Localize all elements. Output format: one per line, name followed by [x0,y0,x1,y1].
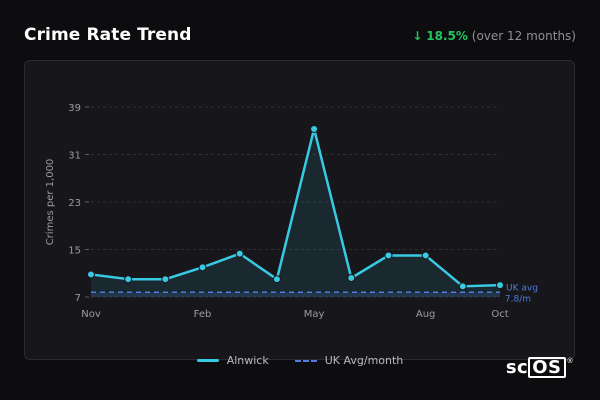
data-point-alnwick [310,124,319,133]
y-tick-label: 39 [68,103,81,114]
data-point-alnwick [458,282,467,291]
series-area-alnwick [91,128,500,297]
chart-panel [24,60,575,360]
data-point-alnwick [235,249,244,258]
scos-logo: sc OS ® [505,357,574,378]
y-tick-label: 7 [75,293,81,304]
legend-label-alnwick: Alnwick [226,354,269,367]
trend-change: ↓ 18.5% (over 12 months) [412,29,576,43]
data-point-alnwick [87,270,95,279]
uk-avg-annotation-line1: UK avg [506,283,538,293]
x-tick-label: Aug [416,309,436,320]
change-percent: 18.5% [426,29,468,43]
x-tick-label: Oct [491,309,508,320]
legend-swatch-alnwick [196,359,219,362]
data-point-alnwick [347,274,356,282]
y-axis-label: Crimes per 1,000 [45,159,56,246]
data-point-alnwick [272,275,281,284]
data-point-alnwick [198,263,207,272]
x-tick-label: May [304,309,325,320]
x-tick-label: Feb [194,309,212,320]
data-point-alnwick [421,251,430,260]
data-point-alnwick [124,275,133,284]
data-point-alnwick [496,281,504,290]
uk-avg-annotation-line2: 7.8/m [505,294,531,304]
series-line-alnwick [90,127,501,288]
y-tick-label: 15 [68,246,81,257]
data-point-alnwick [384,251,393,260]
data-point-alnwick [161,275,170,284]
chart-title: Crime Rate Trend [24,25,192,45]
y-tick-label: 31 [68,151,81,162]
x-tick-label: Nov [81,309,101,320]
uk-avg-band [91,292,500,297]
legend-item-alnwick[interactable]: Alnwick [196,354,269,367]
change-note: (over 12 months) [471,29,576,43]
legend-swatch-uk-avg [294,359,317,362]
y-tick-label: 23 [68,198,81,209]
legend-label-uk-avg: UK Avg/month [324,354,404,367]
down-arrow-icon: ↓ [412,29,423,43]
legend-item-uk-avg[interactable]: UK Avg/month [294,354,404,367]
chart-legend: Alnwick UK Avg/month [0,354,600,367]
